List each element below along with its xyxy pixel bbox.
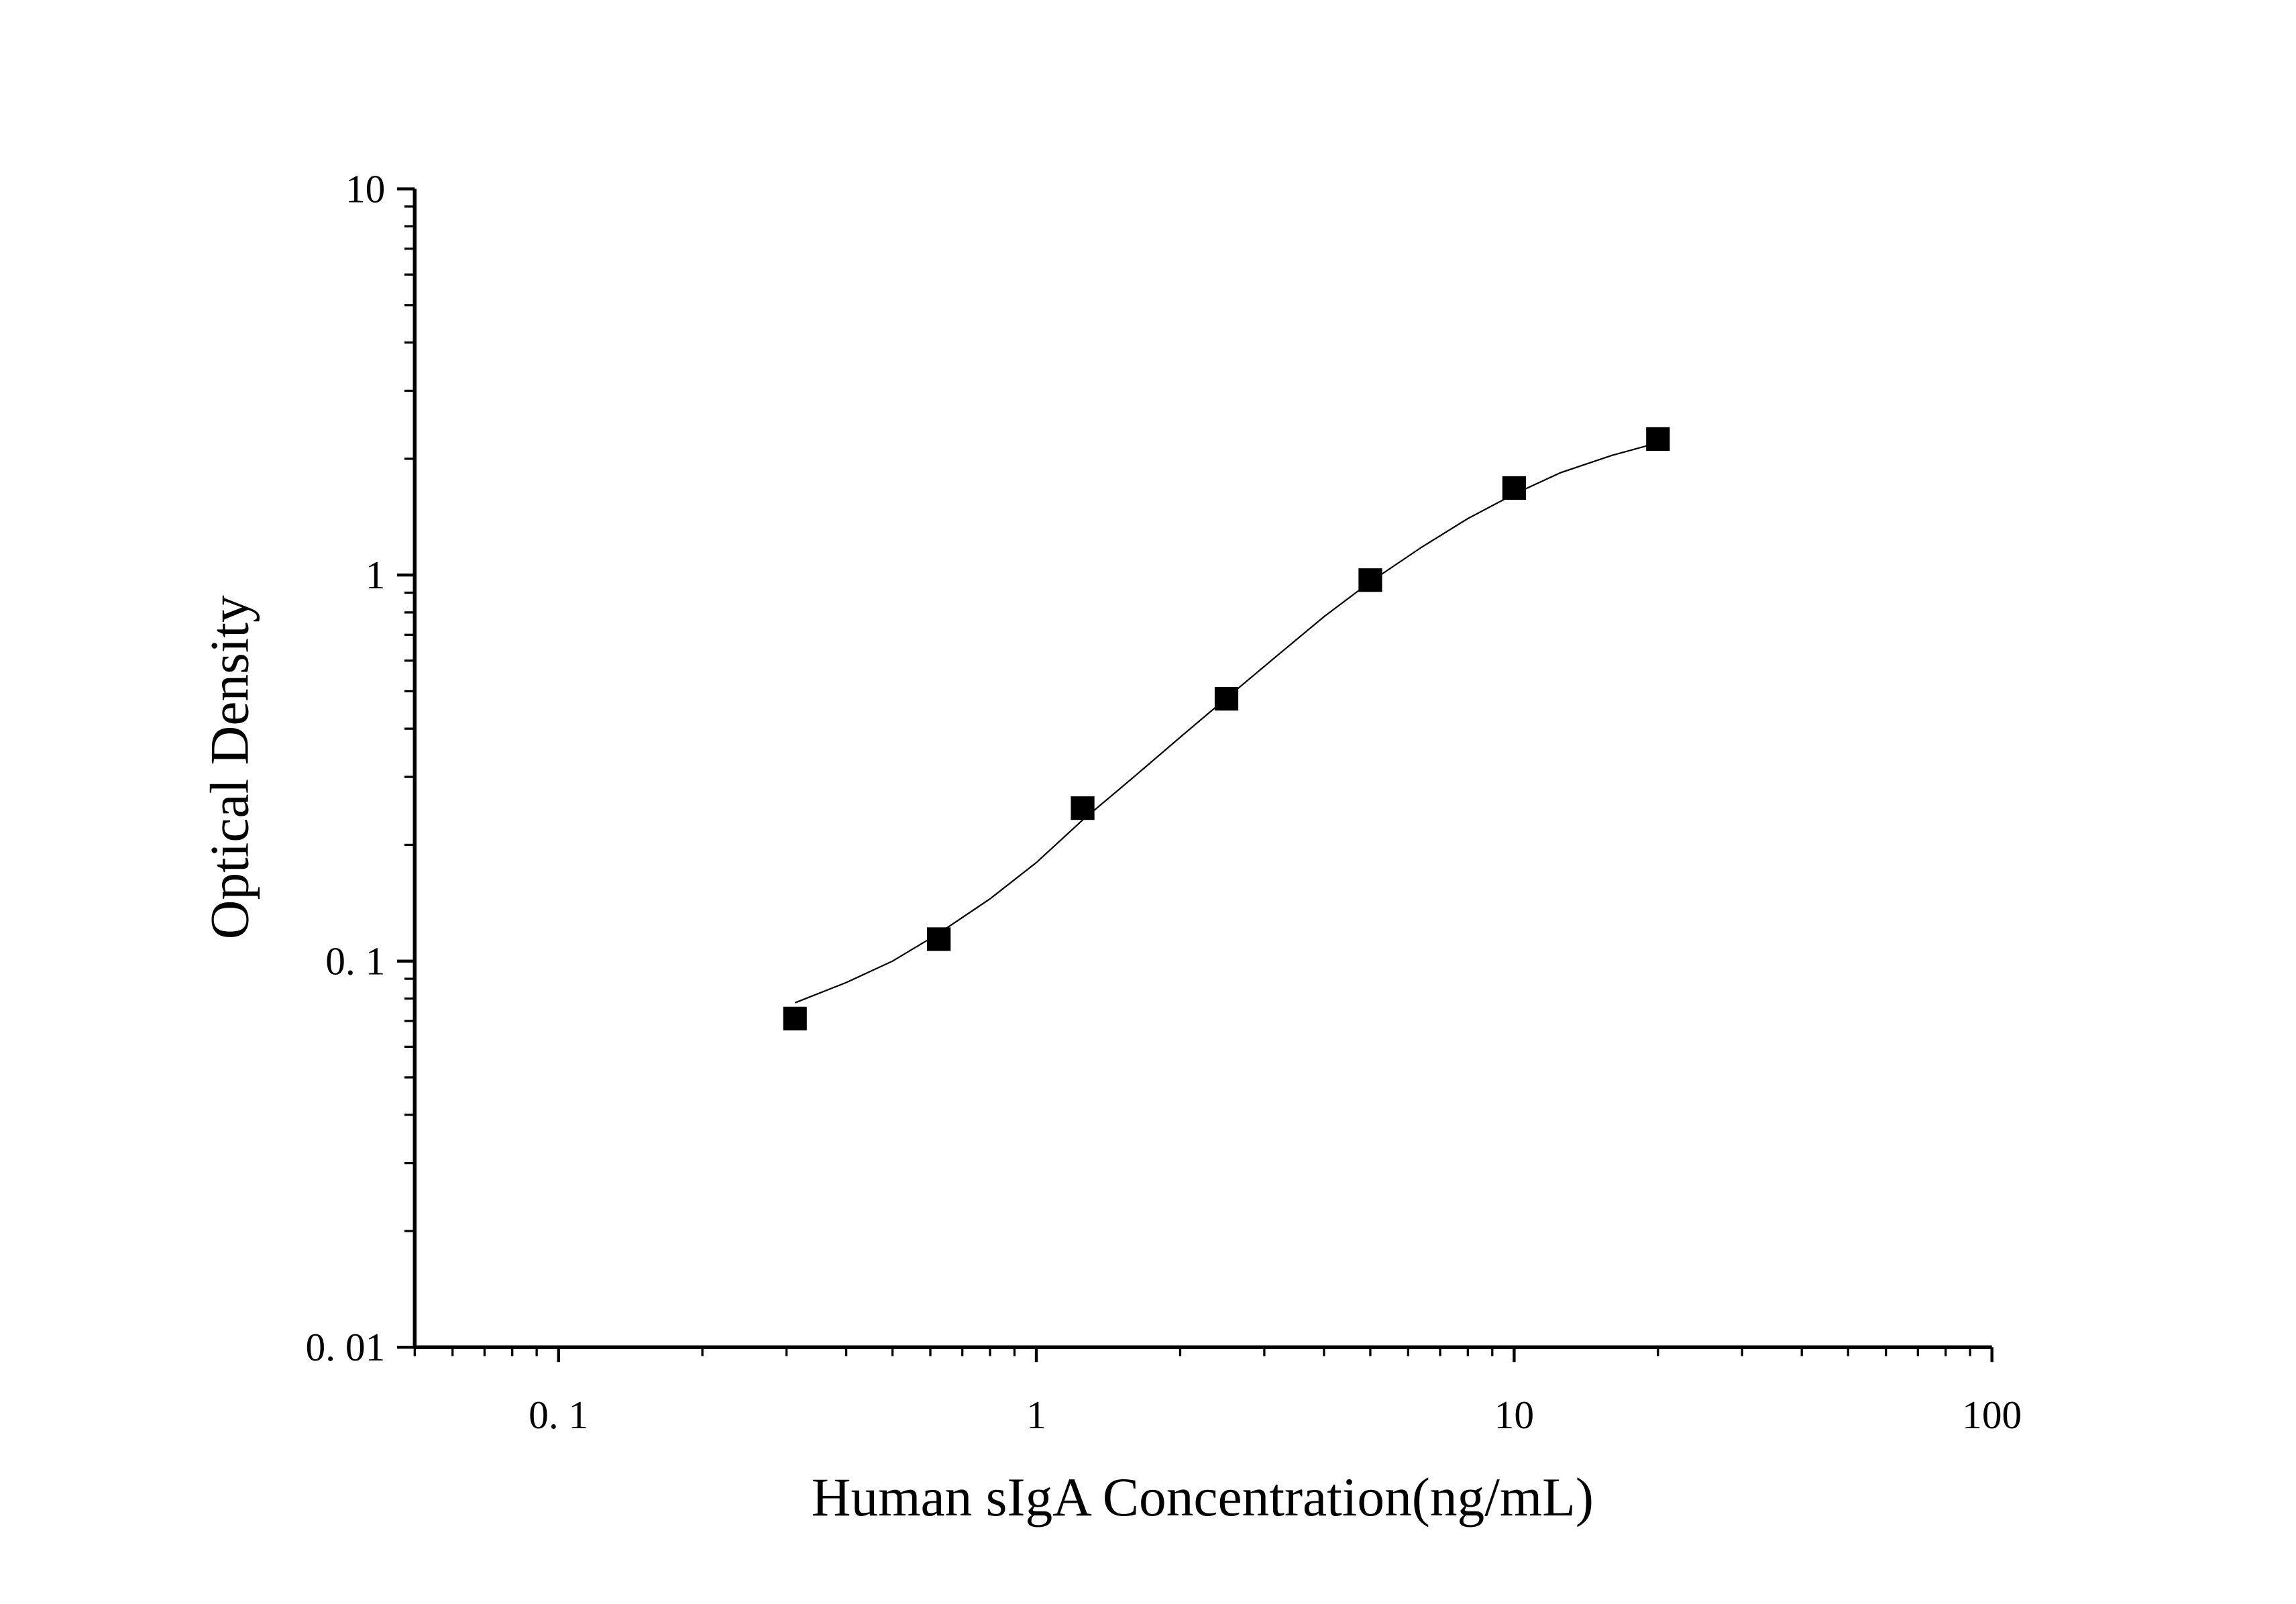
data-point (783, 1006, 807, 1030)
data-point (927, 927, 951, 951)
y-tick-label: 10 (345, 166, 385, 211)
y-tick-label: 0. 01 (306, 1325, 386, 1369)
data-point (1214, 687, 1239, 711)
data-point (1646, 427, 1670, 451)
y-axis-label: Optical Density (199, 595, 260, 939)
y-tick-label: 0. 1 (325, 939, 385, 983)
x-axis-label: Human sIgA Concentration(ng/mL) (812, 1466, 1594, 1528)
data-point (1071, 796, 1095, 820)
x-tick-label: 0. 1 (529, 1393, 588, 1437)
data-point (1358, 568, 1382, 592)
data-point (1502, 476, 1526, 500)
y-tick-label: 1 (366, 553, 386, 597)
x-tick-label: 10 (1494, 1393, 1534, 1437)
x-tick-label: 100 (1962, 1393, 2022, 1437)
x-tick-label: 1 (1026, 1393, 1046, 1437)
